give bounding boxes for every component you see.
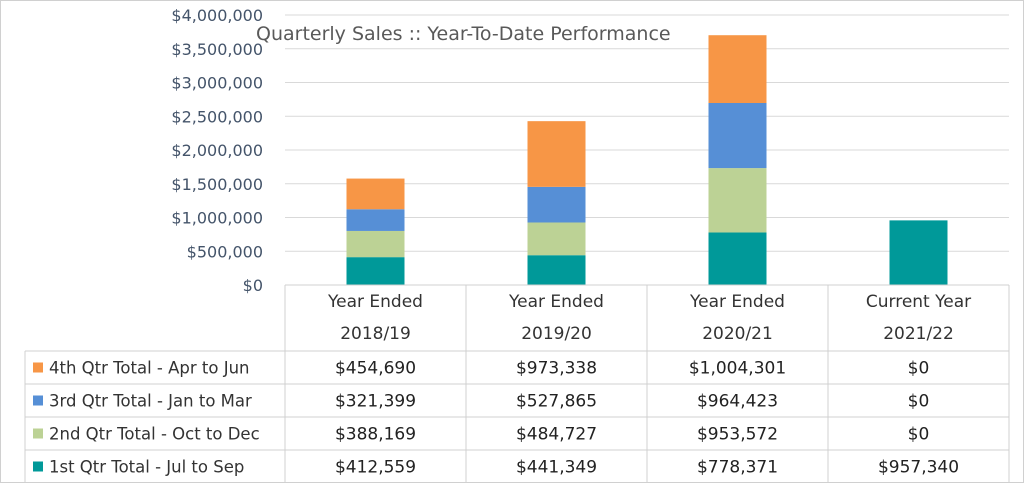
bars-group [346, 35, 948, 285]
table-cell: $964,423 [697, 392, 778, 412]
table-cell: $412,559 [335, 458, 416, 478]
table-cell: $957,340 [878, 458, 959, 478]
y-tick-label: $2,000,000 [171, 141, 263, 160]
legend-key [33, 461, 43, 472]
bar-segment [527, 255, 586, 285]
data-table: Year Ended 2018/19 Year Ended 2019/20 Year E… [24, 284, 1010, 482]
table-cell: $953,572 [697, 425, 778, 445]
table-cell: $0 [908, 359, 930, 379]
gridlines [285, 14, 1009, 252]
legend-key [33, 428, 43, 439]
category-label: Year Ended [508, 292, 604, 312]
table-cell: $441,349 [516, 458, 597, 478]
table-cell: $454,690 [335, 359, 416, 379]
y-tick-label: $0 [243, 276, 263, 295]
table-cell: $321,399 [335, 392, 416, 412]
y-tick-label: $2,500,000 [171, 107, 263, 126]
bar-segment [346, 178, 405, 210]
bar-segment [708, 232, 767, 285]
category-label: 2018/19 [340, 324, 411, 344]
legend-key [33, 395, 43, 406]
table-cell: $0 [908, 392, 930, 412]
category-label: Year Ended [689, 292, 785, 312]
legend-key [33, 362, 43, 373]
table-cell: $0 [908, 425, 930, 445]
table-cell: $484,727 [516, 425, 597, 445]
chart-title: Quarterly Sales :: Year-To-Date Performa… [256, 23, 671, 45]
category-label: 2020/21 [702, 324, 773, 344]
y-axis: $0 $500,000 $1,000,000 $1,500,000 $2,000,000… [171, 6, 263, 295]
legend-label: 2nd Qtr Total - Oct to Dec [49, 425, 260, 444]
y-tick-label: $4,000,000 [171, 6, 263, 25]
y-tick-label: $1,500,000 [171, 175, 263, 194]
legend-label: 3rd Qtr Total - Jan to Mar [49, 392, 252, 411]
y-tick-label: $3,000,000 [171, 74, 263, 93]
bar-segment [346, 230, 405, 258]
legend-label: 1st Qtr Total - Jul to Sep [49, 458, 244, 477]
bar-segment [527, 121, 586, 187]
table-cell: $388,169 [335, 425, 416, 445]
table-cell: $1,004,301 [689, 359, 786, 379]
bar-segment [708, 35, 767, 103]
table-cell: $527,865 [516, 392, 597, 412]
y-tick-label: $1,000,000 [171, 209, 263, 228]
bar-segment [346, 257, 405, 285]
category-label: Year Ended [327, 292, 423, 312]
bar-segment [346, 209, 405, 231]
bar-segment [708, 168, 767, 233]
y-tick-label: $500,000 [187, 242, 263, 261]
bar-segment [527, 186, 586, 223]
bar-segment [889, 220, 948, 285]
y-tick-label: $3,500,000 [171, 40, 263, 59]
legend-label: 4th Qtr Total - Apr to Jun [49, 359, 250, 378]
table-cell: $973,338 [516, 359, 597, 379]
table-cell: $778,371 [697, 458, 778, 478]
category-label: 2021/22 [883, 324, 954, 344]
bar-segment [708, 102, 767, 169]
category-label: 2019/20 [521, 324, 592, 344]
bar-segment [527, 222, 586, 256]
category-label: Current Year [866, 292, 971, 312]
